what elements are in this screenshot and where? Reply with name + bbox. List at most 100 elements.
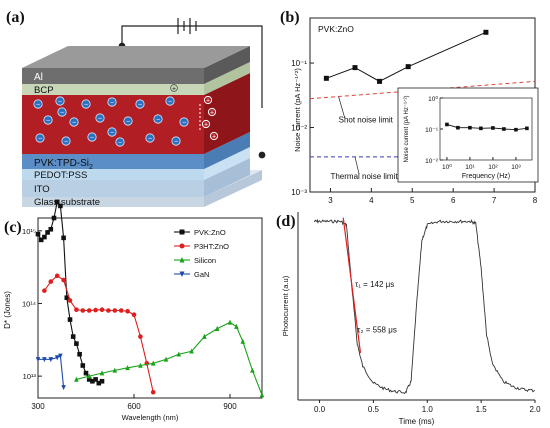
electron-carrier: − — [35, 133, 45, 143]
hole-circle — [207, 107, 217, 117]
panel-c-data-point — [54, 355, 60, 361]
panel-c-series-line — [43, 275, 154, 393]
electron-carrier: − — [115, 137, 125, 147]
panel-b-thermal-label: Thermal noise limit — [330, 172, 398, 181]
panel-d-xtick-label: 1.0 — [422, 405, 434, 414]
panel-b-data-point — [323, 75, 329, 81]
electron-carrier: − — [57, 107, 67, 117]
hole-carrier: + — [207, 107, 217, 117]
layer-tpd-side — [204, 132, 250, 169]
panel-b-ytick-label: 10⁻¹ — [291, 59, 307, 68]
hole-carrier: + — [203, 95, 213, 104]
panel-c-data-point — [48, 357, 54, 363]
layer-label-pedot: PEDOT:PSS — [34, 170, 87, 181]
panel-c-data-point — [112, 308, 118, 313]
panel-c-data-point — [45, 230, 50, 235]
layer-label-al: Al — [34, 72, 43, 83]
electron-symbol: − — [38, 135, 42, 142]
panel-b-inset-xtick-label: 10⁰ — [442, 163, 452, 171]
electron-symbol: − — [168, 98, 172, 105]
circuit-wire-top — [121, 25, 263, 65]
electron-carrier: − — [107, 127, 117, 137]
panel-c-data-point — [99, 370, 105, 376]
layer-bcp-side — [204, 62, 250, 95]
panel-c-data-point — [112, 367, 118, 373]
electron-circle — [153, 114, 163, 124]
electron-circle — [179, 117, 189, 127]
electron-carrier: − — [179, 117, 189, 127]
panel-d-trace — [313, 218, 536, 395]
panel-b-xtick-label: 5 — [410, 196, 415, 205]
electron-symbol: − — [118, 139, 122, 146]
panel-b-inset-point — [468, 125, 472, 130]
panel-c-data-point — [131, 312, 137, 318]
electron-symbol: − — [84, 101, 88, 108]
electron-circle — [107, 127, 117, 137]
panel-c-data-point — [189, 348, 194, 354]
electron-symbol: − — [58, 98, 62, 105]
electron-symbol: − — [60, 109, 64, 116]
layer-label-bcp: BCP — [34, 85, 54, 96]
electron-carrier: − — [145, 133, 155, 143]
electron-carrier: − — [55, 96, 65, 106]
electron-symbol: − — [110, 129, 114, 136]
electron-symbol: − — [126, 118, 130, 125]
panel-c-data-point — [138, 362, 143, 368]
layer-label-ito: ITO — [34, 184, 50, 195]
electron-carrier: − — [33, 99, 43, 109]
panel-c-data-point — [99, 307, 105, 313]
hole-bcp-circle — [170, 84, 178, 92]
hole-carrier: + — [201, 119, 211, 129]
electron-carrier: − — [81, 99, 91, 109]
layer-al-front — [22, 68, 204, 84]
hole-circle — [201, 119, 211, 129]
panel-c-data-point — [42, 357, 47, 363]
electron-symbol: − — [138, 101, 142, 108]
panel-b-data-point — [405, 64, 411, 70]
panel-b-ytick-label: 10⁻² — [291, 124, 307, 133]
layer-al-side — [204, 46, 250, 84]
panel-d-tau2-label: τ₂ = 558 μs — [357, 325, 397, 334]
electron-circle — [69, 117, 79, 127]
panel-c-data-point — [35, 231, 41, 237]
panel-b-xtick-label: 7 — [492, 196, 497, 205]
panel-c-data-point — [250, 367, 255, 373]
panel-c-data-point — [202, 333, 207, 339]
panel-b-inset-ytick-label: 10⁻¹ — [425, 127, 439, 134]
panel-c-data-point — [99, 378, 105, 384]
panel-c-data-point — [70, 334, 76, 339]
panel-c-data-point — [125, 365, 130, 371]
panel-c-legend-label: PVK:ZnO — [194, 228, 226, 237]
panel-d-xtick-label: 1.5 — [476, 405, 488, 414]
electron-circle — [107, 97, 117, 107]
panel-c-data-point — [163, 356, 169, 362]
panel-c-data-point — [80, 308, 86, 313]
hole-symbol: + — [206, 97, 210, 104]
panel-c-data-point — [61, 235, 66, 241]
panel-c-xtick-label: 600 — [127, 402, 141, 411]
panel-b-xtick-label: 6 — [451, 196, 456, 205]
electron-circle — [87, 132, 97, 142]
layer-ito-side — [204, 158, 250, 197]
panel-c-legend-marker — [179, 243, 185, 249]
electron-carrier: − — [123, 116, 133, 126]
panel-c-xtick-label: 900 — [223, 402, 237, 411]
panel-d: (d) 0.0 0.5 1.0 1.5 2.0 Time (ms) Photocurrent… — [276, 212, 541, 426]
electron-carrier: − — [69, 117, 79, 127]
panel-b-xtick-label: 3 — [328, 196, 333, 205]
panel-b-inset-line — [446, 124, 527, 131]
electron-circle — [95, 113, 105, 123]
panel-c-data-point — [83, 370, 89, 376]
panel-b-inset-ytick-label: 10⁻² — [425, 158, 439, 165]
panel-c-series-line — [37, 200, 103, 384]
electron-circle — [135, 99, 145, 109]
battery-circuit — [118, 18, 266, 159]
electron-carrier: − — [43, 115, 53, 125]
panel-d-tau1-label: τ₁ = 142 μs — [355, 280, 394, 289]
panel-b-shot-label: Shot noise limit — [339, 115, 394, 124]
panel-c-data-point — [86, 377, 92, 382]
panel-c-legend-label: P3HT:ZnO — [194, 242, 229, 251]
layer-tpd-front — [22, 154, 204, 169]
panel-c-data-point — [118, 308, 124, 313]
